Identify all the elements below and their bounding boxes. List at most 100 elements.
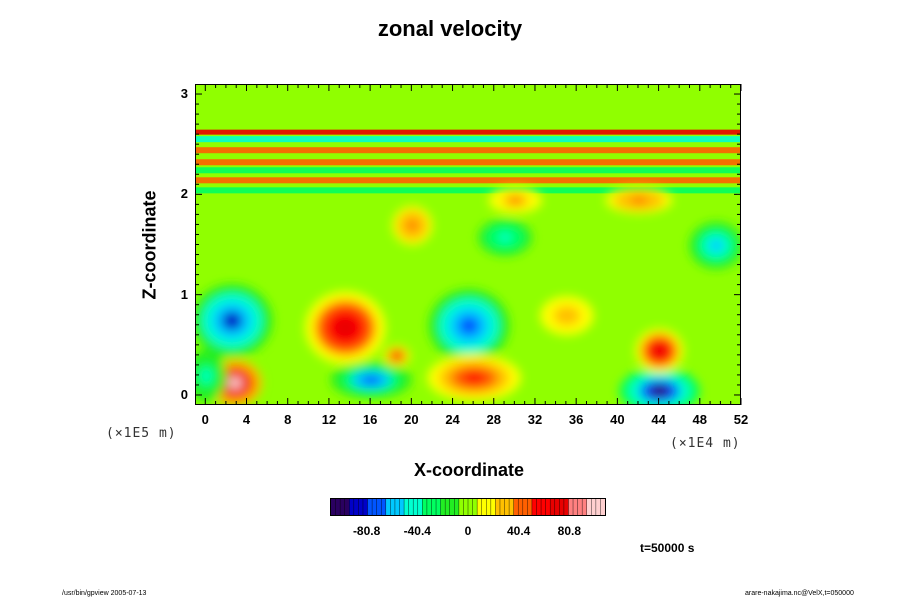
colorbar-swatch [353, 499, 359, 515]
colorbar-swatch [550, 499, 556, 515]
x-tick-label: 16 [362, 412, 378, 427]
colorbar-swatch [463, 499, 469, 515]
colorbar-swatch [404, 499, 410, 515]
colorbar-swatch [445, 499, 451, 515]
colorbar-swatch [577, 499, 583, 515]
colorbar-tick-label: 40.4 [506, 524, 531, 538]
heatmap-feature-10 [630, 197, 648, 204]
colorbar-tick-label: 0 [464, 524, 472, 538]
x-tick-label: 8 [284, 412, 292, 427]
heatmap-band-6 [196, 187, 740, 194]
heatmap-band-4 [196, 167, 740, 174]
colorbar-swatch [331, 499, 337, 515]
colorbar-swatch [436, 499, 442, 515]
y-tick-label: 0 [180, 386, 188, 402]
colorbar-swatch [518, 499, 524, 515]
colorbar-swatch [358, 499, 364, 515]
heatmap-band-5 [196, 177, 740, 184]
colorbar [330, 498, 606, 516]
colorbar-swatch [399, 499, 405, 515]
heatmap-feature-8 [709, 239, 723, 252]
heatmap-feature-7 [653, 345, 666, 357]
colorbar-swatch [495, 499, 501, 515]
colorbar-swatch [490, 499, 496, 515]
colorbar-tick-label: 80.8 [557, 524, 582, 538]
heatmap-feature-2 [458, 316, 480, 335]
heatmap-feature-0 [222, 311, 243, 330]
x-tick-label: 32 [527, 412, 543, 427]
colorbar-swatch [385, 499, 391, 515]
colorbar-swatch [582, 499, 588, 515]
x-tick-label: 44 [651, 412, 666, 427]
colorbar-swatch [413, 499, 419, 515]
colorbar-swatch [568, 499, 574, 515]
colorbar-swatch [362, 499, 369, 515]
colorbar-swatches [331, 499, 606, 515]
colorbar-swatch [340, 499, 346, 515]
colorbar-swatch [408, 499, 414, 515]
time-label: t=50000 s [640, 541, 695, 555]
heatmap-feature-3 [228, 377, 242, 389]
x-scale-label: (×1E4 m) [670, 436, 741, 451]
colorbar-swatch [468, 499, 474, 515]
colorbar-swatch [335, 499, 341, 515]
colorbar-swatch [536, 499, 542, 515]
colorbar-swatch [504, 499, 510, 515]
colorbar-swatch [344, 499, 350, 515]
colorbar-swatch [595, 499, 601, 515]
colorbar-swatch [477, 499, 483, 515]
y-axis-label: Z-coordinate [139, 190, 160, 300]
colorbar-swatch [522, 499, 528, 515]
colorbar-swatch [440, 499, 446, 515]
colorbar-swatch [545, 499, 551, 515]
heatmap-feature-6 [649, 385, 670, 397]
heatmap-feature-4 [361, 375, 382, 385]
colorbar-swatch [499, 499, 506, 515]
colorbar-swatch [417, 499, 423, 515]
heatmap-band-0 [196, 129, 740, 135]
x-tick-label: 28 [486, 412, 501, 427]
y-scale-label: (×1E5 m) [106, 426, 177, 441]
x-axis-label: X-coordinate [413, 460, 524, 480]
x-tick-label: 36 [568, 412, 584, 427]
colorbar-swatch [563, 499, 569, 515]
y-tick-label: 2 [180, 186, 188, 202]
colorbar-swatch [573, 499, 579, 515]
colorbar-swatch [422, 499, 428, 515]
x-tick-label: 40 [610, 412, 625, 427]
chart-title: zonal velocity [377, 16, 523, 41]
heatmap-band-1 [196, 136, 740, 143]
colorbar-swatch [600, 499, 606, 515]
colorbar-swatch [531, 499, 537, 515]
colorbar-swatch [486, 499, 492, 515]
colorbar-swatch [367, 499, 373, 515]
colorbar-swatch [586, 499, 592, 515]
footer-right: arare-nakajima.nc@VelX,t=050000 [745, 590, 854, 597]
heatmap-band-3 [196, 159, 740, 166]
colorbar-swatch [449, 499, 455, 515]
x-tick-label: 0 [201, 412, 209, 427]
colorbar-swatch [554, 499, 560, 515]
colorbar-swatch [559, 499, 565, 515]
colorbar-swatch [454, 499, 460, 515]
colorbar-swatch [372, 499, 378, 515]
colorbar-swatch [426, 499, 432, 515]
colorbar-swatch [349, 499, 355, 515]
colorbar-swatch [394, 499, 400, 515]
colorbar-tick-label: -40.4 [403, 524, 431, 538]
colorbar-swatch [513, 499, 519, 515]
x-tick-label: 48 [692, 412, 708, 427]
colorbar-swatch [481, 499, 487, 515]
x-tick-label: 4 [242, 412, 251, 427]
heatmap-feature-12 [508, 197, 523, 204]
heatmap-feature-5 [462, 372, 486, 384]
heatmap-feature-1 [335, 318, 356, 337]
colorbar-swatch [591, 499, 597, 515]
heatmap-feature-11 [407, 220, 418, 231]
heatmap-feature-9 [498, 232, 512, 243]
heatmap-feature-15 [393, 353, 401, 359]
footer-left: /usr/bin/gpview 2005-07-13 [62, 590, 147, 597]
x-tick-label: 12 [321, 412, 337, 427]
colorbar-swatch [541, 499, 547, 515]
colorbar-swatch [458, 499, 464, 515]
